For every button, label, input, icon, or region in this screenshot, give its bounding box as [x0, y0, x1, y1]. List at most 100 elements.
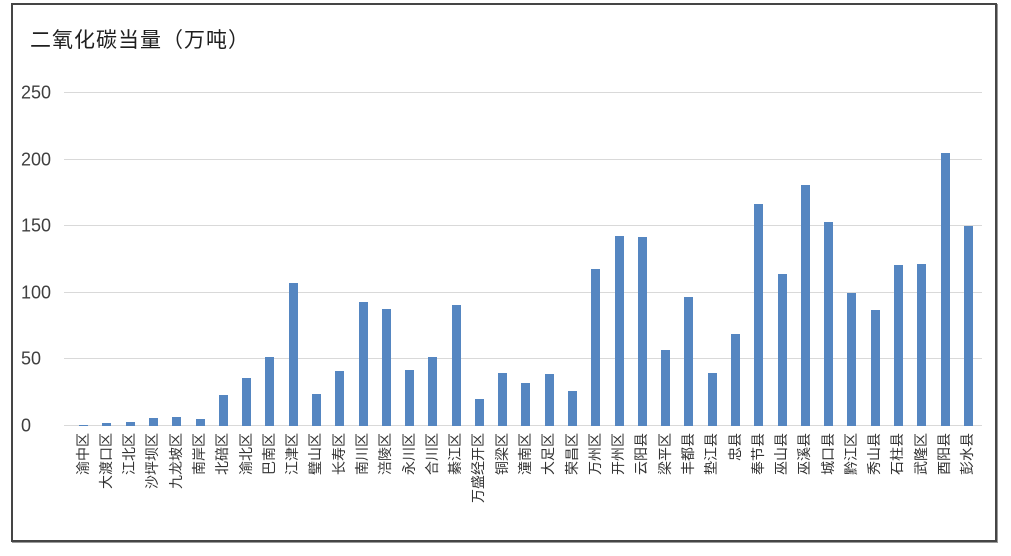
bar-slot [631, 93, 654, 426]
x-axis-tick-label: 沙坪坝区 [144, 433, 161, 489]
x-tick-slot: 南岸区 [188, 433, 211, 545]
x-axis-tick-label: 巴南区 [260, 433, 277, 475]
x-tick-slot: 江津区 [282, 433, 305, 545]
x-axis-tick-label: 铜梁区 [493, 433, 510, 475]
x-axis-tick-label: 秀山县 [866, 433, 883, 475]
bar-slot [957, 93, 980, 426]
bar [451, 304, 461, 426]
bar-slot [468, 93, 491, 426]
x-tick-slot: 垫江县 [701, 433, 724, 545]
y-axis: 0 50 100 150 200 250 [21, 83, 63, 436]
x-tick-slot: 开州区 [607, 433, 630, 545]
bar-slot [910, 93, 933, 426]
x-axis-tick-label: 梁平区 [656, 433, 673, 475]
x-tick-slot: 合川区 [421, 433, 444, 545]
x-tick-slot: 綦江区 [445, 433, 468, 545]
gridline [64, 358, 982, 360]
bar-slot [887, 93, 910, 426]
x-tick-slot: 大渡口区 [95, 433, 118, 545]
x-tick-slot: 忠县 [724, 433, 747, 545]
bar-slot [794, 93, 817, 426]
bar [102, 423, 112, 426]
gridline [64, 92, 982, 93]
bar [405, 370, 415, 426]
x-axis-tick-label: 巫山县 [773, 433, 790, 475]
bar-slot [817, 93, 840, 426]
x-tick-slot: 万州区 [584, 433, 607, 545]
bar-slot [864, 93, 887, 426]
bar [498, 372, 508, 426]
bar [591, 268, 601, 426]
x-tick-slot: 九龙坡区 [165, 433, 188, 545]
bar [637, 236, 647, 426]
bar-slot [677, 93, 700, 426]
bar-slot [119, 93, 142, 426]
x-axis-tick-label: 璧山区 [307, 433, 324, 475]
x-axis-tick-label: 垫江县 [703, 433, 720, 475]
x-tick-slot: 沙坪坝区 [142, 433, 165, 545]
x-tick-slot: 万盛经开区 [468, 433, 491, 545]
bar-slot [235, 93, 258, 426]
bar [847, 292, 857, 426]
bar [824, 222, 834, 426]
bar [661, 350, 671, 426]
bar [800, 184, 810, 426]
bar [731, 334, 741, 426]
gridline [64, 158, 982, 160]
x-tick-slot: 奉节县 [747, 433, 770, 545]
x-axis-tick-label: 九龙坡区 [167, 433, 184, 489]
x-tick-slot: 武隆区 [910, 433, 933, 545]
x-tick-slot: 渝北区 [235, 433, 258, 545]
bar-slot [770, 93, 793, 426]
x-axis-tick-label: 荣昌区 [563, 433, 580, 475]
x-axis-tick-label: 涪陵区 [377, 433, 394, 475]
bar-slot [445, 93, 468, 426]
x-axis-tick-label: 巫溪县 [796, 433, 813, 475]
x-tick-slot: 涪陵区 [375, 433, 398, 545]
bar-slot [375, 93, 398, 426]
x-axis-tick-label: 云阳县 [633, 433, 650, 475]
bar [218, 395, 228, 426]
bar [358, 302, 368, 426]
bar [963, 226, 973, 426]
bar-slot [398, 93, 421, 426]
bar [288, 283, 298, 426]
x-axis-tick-label: 忠县 [726, 433, 743, 461]
x-axis-tick-label: 石柱县 [889, 433, 906, 475]
bar [381, 308, 391, 426]
bar-slot [514, 93, 537, 426]
x-tick-slot: 大足区 [538, 433, 561, 545]
x-axis-tick-label: 长寿区 [330, 433, 347, 475]
x-tick-slot: 长寿区 [328, 433, 351, 545]
x-axis: 渝中区 大渡口区 江北区 沙坪坝区 九龙坡区 南岸区 北碚区 渝北区 巴南区 江津区 璧山区 长寿区南… [72, 433, 980, 545]
bar [870, 310, 880, 426]
x-tick-slot: 璧山区 [305, 433, 328, 545]
bar-slot [282, 93, 305, 426]
x-axis-tick-label: 江北区 [121, 433, 138, 475]
bar-slot [654, 93, 677, 426]
bar-slot [212, 93, 235, 426]
bar [893, 264, 903, 426]
y-axis-tick-label: 0 [21, 415, 32, 436]
x-axis-tick-label: 武隆区 [912, 433, 929, 475]
bar [335, 371, 345, 426]
bar [754, 203, 764, 426]
x-tick-slot: 黔江区 [840, 433, 863, 545]
x-tick-slot: 巴南区 [258, 433, 281, 545]
bar-slot [328, 93, 351, 426]
bar-slot [72, 93, 95, 426]
bar [148, 418, 158, 426]
x-tick-slot: 秀山县 [864, 433, 887, 545]
bar [195, 419, 205, 426]
x-tick-slot: 城口县 [817, 433, 840, 545]
bar-slot [95, 93, 118, 426]
bar-slot [607, 93, 630, 426]
x-axis-tick-label: 南岸区 [191, 433, 208, 475]
x-axis-tick-label: 合川区 [423, 433, 440, 475]
x-axis-tick-label: 綦江区 [447, 433, 464, 475]
bar-slot [701, 93, 724, 426]
x-axis-tick-label: 大渡口区 [97, 433, 114, 489]
bar [428, 356, 438, 426]
bar [79, 424, 89, 426]
x-axis-tick-label: 北碚区 [214, 433, 231, 475]
